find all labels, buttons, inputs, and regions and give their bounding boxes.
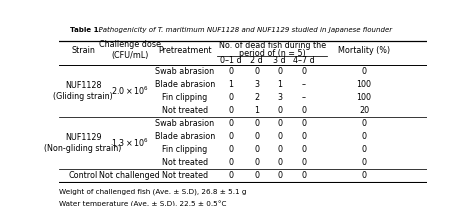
Text: 0: 0 [301,119,306,128]
Text: 3: 3 [254,80,259,89]
Text: 0: 0 [254,145,259,154]
Text: Fin clipping: Fin clipping [162,93,208,102]
Text: Not challenged: Not challenged [100,171,160,180]
Text: Blade abrasion: Blade abrasion [155,80,215,89]
Text: 0: 0 [362,145,367,154]
Text: Blade abrasion: Blade abrasion [155,132,215,141]
Text: 0: 0 [362,67,367,76]
Text: Pretreatment: Pretreatment [158,46,211,55]
Text: 0: 0 [362,132,367,141]
Text: 0: 0 [362,119,367,128]
Text: Weight of challenged fish (Ave. ± S.D), 26.8 ± 5.1 g: Weight of challenged fish (Ave. ± S.D), … [59,188,247,195]
Text: 0: 0 [254,171,259,180]
Text: No. of dead fish during the: No. of dead fish during the [219,41,326,50]
Text: Control: Control [69,171,98,180]
Text: 1: 1 [277,80,282,89]
Text: 2: 2 [254,93,259,102]
Text: 100: 100 [356,93,372,102]
Text: 0: 0 [228,171,233,180]
Text: Water temperature (Ave. ± S.D), 22.5 ± 0.5°C: Water temperature (Ave. ± S.D), 22.5 ± 0… [59,200,227,206]
Text: Not treated: Not treated [162,106,208,115]
Text: 0: 0 [254,132,259,141]
Text: Swab abrasion: Swab abrasion [155,67,214,76]
Text: 0: 0 [254,67,259,76]
Text: Strain: Strain [71,46,95,55]
Text: 0: 0 [362,171,367,180]
Text: 0: 0 [228,119,233,128]
Text: 0: 0 [277,132,282,141]
Text: Mortality (%): Mortality (%) [338,46,390,55]
Text: 2 d: 2 d [250,56,263,65]
Text: Not treated: Not treated [162,171,208,180]
Text: 0: 0 [301,145,306,154]
Text: –: – [301,80,306,89]
Text: period of (n = 5): period of (n = 5) [239,49,306,58]
Text: 0: 0 [228,158,233,167]
Text: Fin clipping: Fin clipping [162,145,208,154]
Text: NUF1128
(Gliding strain): NUF1128 (Gliding strain) [53,81,113,101]
Text: Swab abrasion: Swab abrasion [155,119,214,128]
Text: 3 d: 3 d [273,56,286,65]
Text: 0: 0 [301,106,306,115]
Text: 0: 0 [228,145,233,154]
Text: Not treated: Not treated [162,158,208,167]
Text: –: – [301,93,306,102]
Text: 0: 0 [301,67,306,76]
Text: Pathogenicity of T. maritimum NUF1128 and NUF1129 studied in Japanese flounder: Pathogenicity of T. maritimum NUF1128 an… [94,27,392,33]
Text: 0: 0 [277,171,282,180]
Text: Table 1.: Table 1. [70,27,101,33]
Text: 0: 0 [277,145,282,154]
Text: 0: 0 [228,132,233,141]
Text: 0: 0 [277,67,282,76]
Text: 0: 0 [254,158,259,167]
Text: 0: 0 [362,158,367,167]
Text: 0: 0 [254,119,259,128]
Text: $2.0 \times 10^6$: $2.0 \times 10^6$ [111,85,149,97]
Text: 0: 0 [301,132,306,141]
Text: 0: 0 [301,158,306,167]
Text: 0: 0 [228,106,233,115]
Text: NUF1129
(Non-gliding strain): NUF1129 (Non-gliding strain) [45,133,122,153]
Text: 0: 0 [277,119,282,128]
Text: 0: 0 [277,158,282,167]
Text: 1: 1 [228,80,233,89]
Text: 0: 0 [228,67,233,76]
Text: 0–1 d: 0–1 d [220,56,242,65]
Text: 20: 20 [359,106,369,115]
Text: 4–7 d: 4–7 d [292,56,314,65]
Text: 1: 1 [254,106,259,115]
Text: 0: 0 [228,93,233,102]
Text: 3: 3 [277,93,282,102]
Text: 0: 0 [301,171,306,180]
Text: Challenge dose
(CFU/mL): Challenge dose (CFU/mL) [99,40,161,60]
Text: 0: 0 [277,106,282,115]
Text: 100: 100 [356,80,372,89]
Text: $1.3 \times 10^6$: $1.3 \times 10^6$ [111,137,149,149]
